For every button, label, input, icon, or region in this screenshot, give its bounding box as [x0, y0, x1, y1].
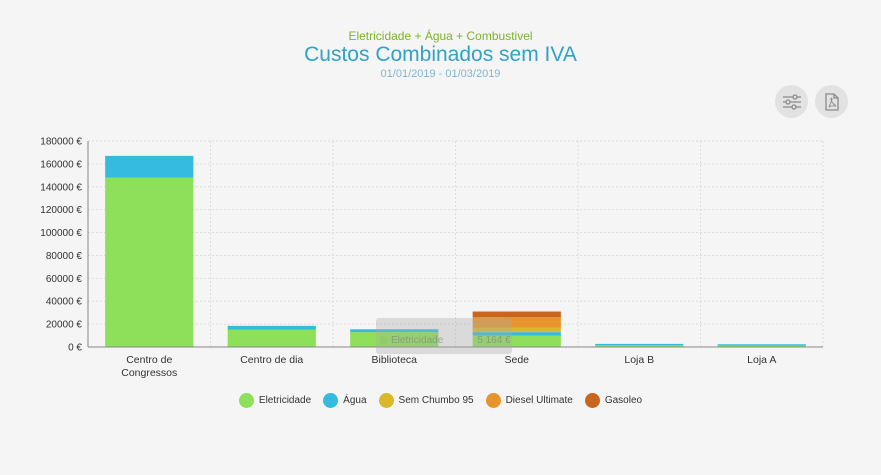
legend-label: Gasoleo	[604, 395, 643, 406]
tooltip	[376, 318, 512, 354]
bar-segment[interactable]	[472, 335, 561, 347]
bar-segment[interactable]	[105, 155, 194, 178]
y-tick-label: 40000 €	[46, 297, 83, 308]
filter-button[interactable]	[775, 85, 808, 118]
legend-item[interactable]: Água	[323, 393, 367, 408]
y-tick-label: 120000 €	[40, 205, 82, 216]
x-tick-label: Biblioteca	[371, 354, 417, 366]
legend-item[interactable]: Gasoleo	[584, 393, 643, 408]
legend-swatch	[584, 393, 600, 408]
bar-segment[interactable]	[105, 177, 194, 347]
bar-segment[interactable]	[717, 344, 806, 346]
legend-label: Eletricidade	[258, 395, 312, 406]
x-tick-label: Congressos	[121, 367, 177, 379]
legend-swatch	[378, 393, 394, 408]
x-tick-label: Sede	[504, 354, 529, 366]
tooltip-series: Eletricidade	[391, 335, 444, 346]
bar-segment[interactable]	[472, 327, 561, 333]
bar-segment[interactable]	[472, 311, 561, 318]
grid	[87, 140, 824, 348]
legend-item[interactable]: Diesel Ultimate	[485, 393, 573, 408]
y-tick-label: 140000 €	[40, 182, 82, 193]
legend-swatch	[485, 393, 501, 408]
legend-swatch	[238, 393, 254, 408]
legend-label: Sem Chumbo 95	[398, 395, 474, 406]
bar-segment[interactable]	[472, 317, 561, 328]
axes: 0 € 20000 € 40000 € 60000 € 80000 € 100000 € 1…	[40, 137, 823, 379]
x-tick-label: Centro de dia	[240, 354, 303, 366]
bar-segment[interactable]	[350, 329, 439, 333]
bar-segment[interactable]	[227, 329, 316, 347]
pdf-export-button[interactable]	[815, 85, 848, 118]
tooltip-value: 5 164 €	[477, 335, 511, 346]
y-tick-label: 20000 €	[46, 320, 83, 331]
y-tick-label: 180000 €	[40, 137, 82, 148]
y-tick-label: 0 €	[68, 343, 82, 354]
legend-swatch	[323, 393, 339, 408]
bar-segment[interactable]	[717, 345, 806, 347]
chart-title: Custos Combinados sem IVA	[304, 43, 577, 66]
bar-segment[interactable]	[595, 345, 684, 347]
legend-item[interactable]: Sem Chumbo 95	[378, 393, 474, 408]
y-tick-label: 160000 €	[40, 159, 82, 170]
bar-segment[interactable]	[595, 343, 684, 346]
x-tick-label: Loja B	[624, 354, 654, 366]
bar-segment[interactable]	[472, 332, 561, 336]
x-tick-label: Centro de	[126, 354, 172, 366]
bar-segment[interactable]	[227, 325, 316, 330]
bars	[105, 155, 806, 347]
tooltip-content: Eletricidade 5 164 €	[380, 335, 511, 346]
chart-subtitle: Eletricidade + Água + Combustivel	[348, 29, 533, 43]
legend: Eletricidade Água Sem Chumbo 95 Diesel Ulti…	[0, 393, 881, 408]
y-tick-label: 100000 €	[40, 228, 82, 239]
legend-label: Água	[343, 395, 367, 406]
y-tick-label: 60000 €	[46, 274, 83, 285]
pdf-icon	[824, 92, 839, 111]
sliders-icon	[782, 93, 801, 110]
bar-segment[interactable]	[350, 332, 439, 347]
legend-label: Diesel Ultimate	[505, 395, 573, 406]
tooltip-swatch	[380, 337, 387, 344]
y-tick-label: 80000 €	[46, 251, 83, 262]
x-tick-label: Loja A	[747, 354, 776, 366]
date-range: 01/01/2019 - 01/03/2019	[380, 68, 501, 80]
legend-item[interactable]: Eletricidade	[238, 393, 312, 408]
